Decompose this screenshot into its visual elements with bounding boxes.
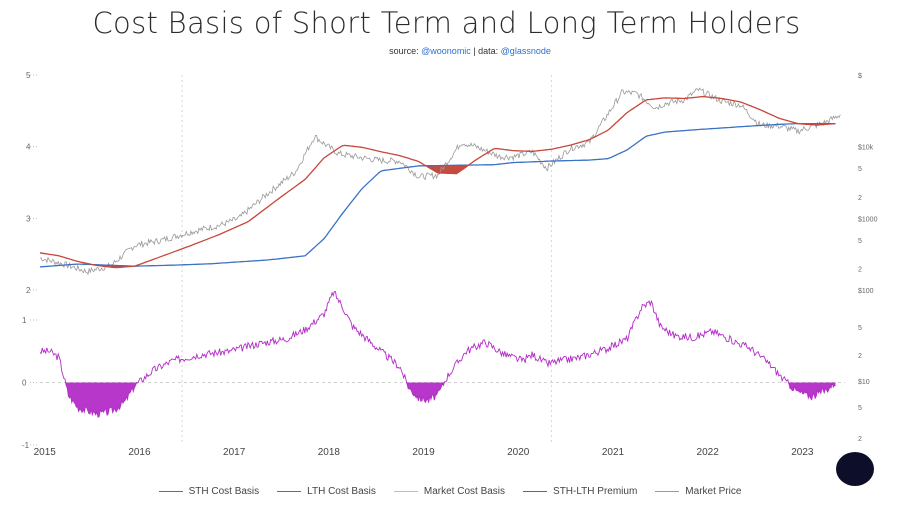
y-tick-left-upper: 3: [26, 214, 31, 223]
x-tick-label: 2015: [34, 447, 57, 458]
y-tick-left-upper: 4: [26, 143, 31, 152]
sth-cost-basis-line: [39, 95, 836, 269]
y-tick-left-lower: -1: [22, 441, 30, 450]
legend-swatch: [277, 491, 302, 492]
premium-negative-fill: [40, 382, 836, 418]
lower-panel: [39, 291, 836, 418]
x-tick-label: 2021: [602, 447, 625, 458]
y-tick-right: 2: [858, 195, 862, 202]
x-tick-label: 2018: [318, 447, 341, 458]
x-tick-label: 2017: [223, 447, 246, 458]
y-tick-left-lower: 1: [22, 316, 27, 325]
x-tick-label: 2020: [507, 447, 530, 458]
legend-item[interactable]: LTH Cost Basis: [277, 486, 376, 497]
legend-label: STH Cost Basis: [188, 486, 260, 497]
data-handle[interactable]: @glassnode: [500, 46, 551, 56]
source-separator: | data:: [470, 46, 501, 56]
lth-cost-basis-line: [39, 122, 836, 268]
y-tick-right: $1000: [858, 216, 878, 223]
y-tick-right: $100: [858, 288, 874, 295]
y-tick-right-lower: 5: [858, 325, 862, 332]
y-tick-right-lower: $10: [858, 379, 870, 386]
legend-item[interactable]: STH-LTH Premium: [523, 486, 637, 497]
y-tick-right-lower: 5: [858, 405, 862, 412]
grid-layer: [40, 75, 845, 445]
legend-swatch: [655, 491, 680, 492]
y-tick-left-lower: 0: [22, 379, 27, 388]
legend-swatch: [393, 491, 418, 492]
market-price-line: [39, 87, 841, 276]
legend: STH Cost Basis LTH Cost Basis Market Cost …: [0, 486, 900, 497]
x-tick-label: 2023: [791, 447, 814, 458]
legend-item[interactable]: Market Price: [655, 486, 741, 497]
x-tick-label: 2016: [128, 447, 151, 458]
sth-lth-premium-line: [39, 291, 836, 418]
legend-label: STH-LTH Premium: [553, 486, 638, 497]
axes-layer: 5 4 3 2 $ $10k 5 2 $1000 5 2 $100 1 0 -1 $10 5 2 2 5 2015 201…: [22, 71, 878, 458]
x-tick-label: 2022: [697, 447, 720, 458]
legend-label: Market Cost Basis: [423, 486, 506, 497]
y-tick-right-lower: 2: [858, 436, 862, 443]
y-tick-right: 2: [858, 266, 862, 273]
y-tick-right: 5: [858, 238, 862, 245]
chart-source: source: @woonomic | data: @glassnode: [0, 46, 900, 56]
legend-label: Market Price: [685, 486, 742, 497]
logo-badge: [836, 452, 874, 486]
x-tick-label: 2019: [412, 447, 435, 458]
y-tick-right: $: [858, 73, 862, 80]
y-tick-right: $10k: [858, 145, 874, 152]
legend-swatch: [158, 491, 183, 492]
legend-item[interactable]: STH Cost Basis: [158, 486, 260, 497]
chart-title: Cost Basis of Short Term and Long Term H…: [92, 6, 801, 40]
legend-swatch: [523, 491, 548, 492]
source-handle[interactable]: @woonomic: [421, 46, 471, 56]
legend-item[interactable]: Market Cost Basis: [393, 486, 506, 497]
upper-panel: [39, 87, 841, 276]
y-tick-right: 5: [858, 166, 862, 173]
y-tick-left-upper: 5: [26, 71, 31, 80]
legend-label: LTH Cost Basis: [307, 486, 376, 497]
y-tick-left-upper: 2: [26, 286, 31, 295]
source-label: source:: [389, 46, 422, 56]
sth-below-lth-fill-1: [426, 165, 468, 174]
y-tick-right-lower: 2: [858, 353, 862, 360]
